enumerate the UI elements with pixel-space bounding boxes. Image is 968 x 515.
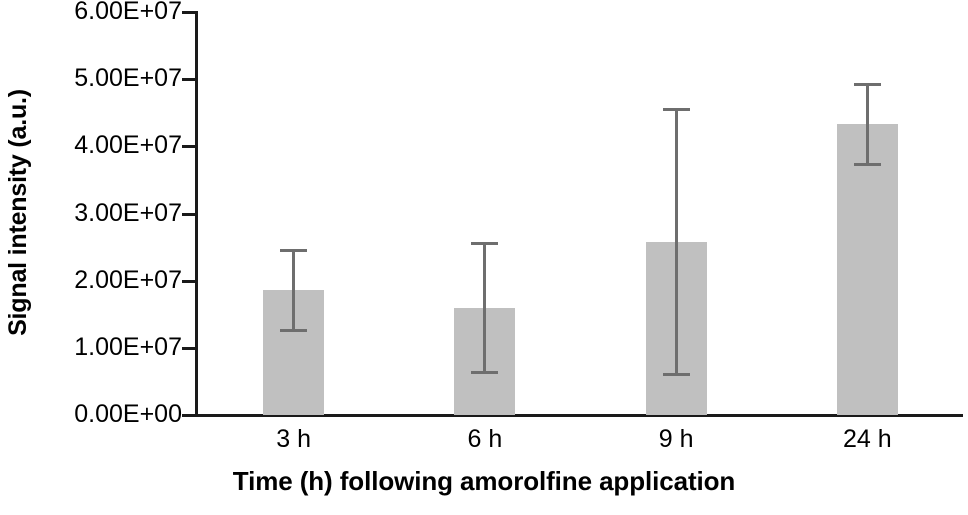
y-axis-tick-mark [182,346,196,350]
y-axis-tick-mark [182,78,196,82]
bar-group [772,12,963,415]
x-axis-tick-label: 9 h [658,425,694,453]
error-bar-cap-upper [662,108,690,112]
y-axis-tick-label: 2.00E+07 [74,265,182,294]
x-axis-tick-labels: 3 h 6 h 9 h 24 h [198,424,963,458]
y-axis-tick-label: 3.00E+07 [74,198,182,227]
x-axis-title: Time (h) following amorolfine applicatio… [232,466,736,496]
bar-group [198,12,389,415]
bar [836,124,898,415]
error-bar-line [865,84,869,166]
error-bar-line [292,251,296,332]
error-bar-cap-lower [280,329,308,333]
y-axis-tick-mark [182,145,196,149]
error-bar-cap-lower [662,372,690,376]
y-axis-tick-labels: 6.00E+07 5.00E+07 4.00E+07 3.00E+07 2.00E+07… [30,0,182,430]
y-axis-tick-mark [182,414,196,417]
y-axis-tick-label: 5.00E+07 [74,64,182,93]
error-bar-cap-upper [471,241,499,245]
bar-group [389,12,580,415]
x-axis-line [195,414,963,417]
y-axis-tick-label: 4.00E+07 [74,131,182,160]
y-axis-line [195,11,198,417]
error-bar-line [674,110,678,375]
x-axis-tick-label: 24 h [843,425,892,453]
error-bar-cap-upper [280,249,308,253]
y-axis-tick-label: 1.00E+07 [74,332,182,361]
y-axis-tick-mark [182,279,196,283]
error-bar-cap-lower [853,163,881,167]
x-axis-tick-label: 6 h [467,425,503,453]
y-axis-tick-mark [182,11,196,14]
y-axis-tick-label: 0.00E+00 [74,400,182,428]
bar-group [581,12,772,415]
y-axis-tick-mark [182,212,196,216]
y-axis-tick-label: 6.00E+07 [74,0,182,25]
error-bar-cap-upper [853,82,881,86]
y-axis-title-text: Signal intensity (a.u.) [3,89,32,336]
error-bar-cap-lower [471,370,499,374]
error-bar-line [483,243,487,373]
x-axis-tick-label: 3 h [276,425,311,453]
plot-area [198,12,963,415]
